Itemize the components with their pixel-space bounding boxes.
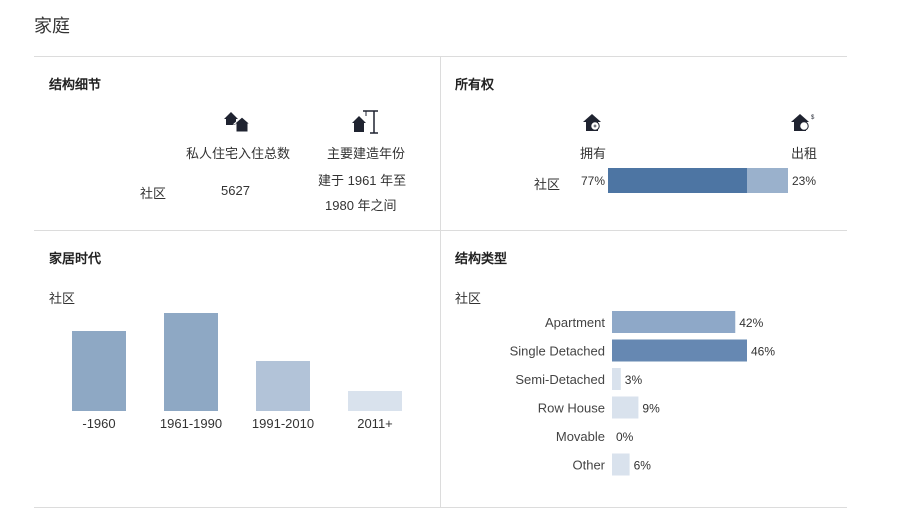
house-key-icon [583, 114, 601, 131]
structure-type-label-4: Movable [556, 429, 605, 444]
structure-type-value-5: 6% [634, 459, 652, 473]
structure-type-label-3: Row House [538, 401, 605, 416]
home-age-chart: -1960 1961-1990 1991-2010 2011+ [72, 313, 402, 431]
structure-type-value-3: 9% [642, 402, 660, 416]
structure-row-label: 社区 [140, 186, 167, 201]
own-label: 拥有 [580, 146, 607, 161]
home-age-title: 家居时代 [49, 251, 102, 266]
structure-type-subtitle: 社区 [455, 291, 482, 306]
home-age-bar-3 [348, 391, 402, 411]
structure-type-value-0: 42% [739, 316, 763, 330]
structure-type-value-1: 46% [751, 345, 775, 359]
ownership-row-label: 社区 [534, 177, 561, 192]
page-title: 家庭 [34, 16, 70, 36]
build-period-line1: 建于 1961 年至 [318, 173, 407, 188]
home-age-bar-1 [164, 313, 218, 411]
rent-bar [746, 168, 788, 193]
structure-type-bar-3 [612, 396, 639, 419]
house-crane-icon [352, 110, 378, 134]
structure-type-bar-0 [612, 311, 736, 333]
houses-icon [224, 112, 251, 133]
rent-label: 出租 [791, 146, 818, 161]
total-dwellings-header: 私人住宅入住总数 [186, 146, 291, 161]
home-age-tick-1: 1961-1990 [160, 416, 222, 431]
home-age-tick-2: 1991-2010 [252, 416, 314, 431]
structure-type-label-0: Apartment [545, 315, 605, 330]
home-age-tick-0: -1960 [82, 416, 115, 431]
center-divider [440, 56, 441, 508]
structure-details-title: 结构细节 [49, 77, 102, 92]
structure-type-label-2: Semi-Detached [515, 372, 605, 387]
structure-type-title: 结构类型 [455, 251, 508, 266]
structure-type-bar-1 [612, 339, 747, 362]
build-period-line2: 1980 年之间 [325, 198, 397, 213]
home-age-bar-2 [256, 361, 310, 411]
structure-type-bar-5 [612, 453, 630, 476]
rent-pct-label: 23% [792, 174, 817, 188]
total-dwellings-value: 5627 [221, 183, 250, 198]
structure-type-chart: Apartment 42% Single Detached 46% Semi-Detac… [510, 311, 775, 476]
home-age-tick-3: 2011+ [357, 416, 393, 431]
own-bar [608, 168, 747, 193]
ownership-title: 所有权 [455, 77, 495, 92]
home-age-bar-0 [72, 331, 126, 411]
structure-type-value-2: 3% [625, 373, 643, 387]
build-period-header: 主要建造年份 [327, 146, 406, 161]
structure-type-label-1: Single Detached [510, 344, 605, 359]
structure-type-value-4: 0% [616, 430, 634, 444]
structure-type-bar-2 [612, 368, 621, 390]
own-pct-label: 77% [581, 174, 606, 188]
structure-type-label-5: Other [572, 458, 605, 473]
home-age-subtitle: 社区 [49, 291, 76, 306]
svg-text:$: $ [811, 115, 815, 121]
house-money-icon: $ [791, 114, 815, 131]
